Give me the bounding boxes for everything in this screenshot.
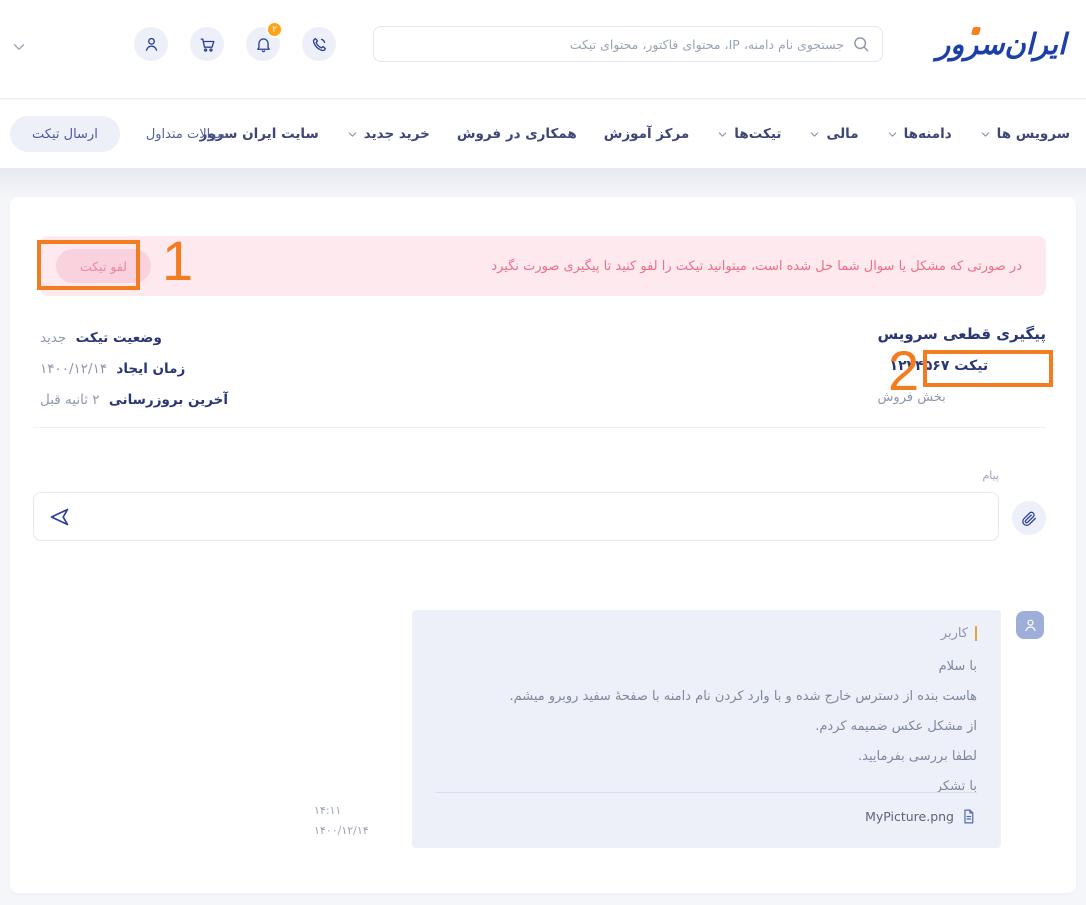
ticket-created-value: ۱۴۰۰/۱۲/۱۴ xyxy=(40,361,108,377)
bell-icon xyxy=(256,37,270,52)
message-time: ۱۴:۱۱ xyxy=(314,804,342,817)
ticket-updated-row: آخرین بروزرسانی ۲ ثانیه قبل xyxy=(40,390,228,410)
secondary-nav: ارسال تیکت سوالات متداول xyxy=(10,100,228,168)
nav-item-tickets[interactable]: تیکت‌ها xyxy=(716,126,781,142)
message-line: لطفا بررسی بفرمایید. xyxy=(857,749,977,764)
nav-label: مرکز آموزش xyxy=(603,126,690,142)
message-line: با سلام xyxy=(938,659,977,674)
chevron-down-icon xyxy=(811,131,819,137)
message-line: از مشکل عکس ضمیمه کردم. xyxy=(815,719,977,734)
message-author-row: کاربر xyxy=(941,626,977,641)
chevron-down-icon xyxy=(888,131,896,137)
main-nav: سرویس ها دامنه‌ها مالی تیکت‌ها مرکز آموز… xyxy=(200,100,1070,168)
message-author: کاربر xyxy=(940,626,968,641)
attachment-filename: MyPicture.png xyxy=(865,809,954,824)
attachment-divider xyxy=(436,792,977,793)
search-icon xyxy=(854,37,869,52)
nav-label: خرید جدید xyxy=(363,126,430,142)
ticket-department: بخش فروش xyxy=(877,390,946,405)
message-compose-box xyxy=(33,492,999,541)
brand-logo[interactable]: ایران‌سرور xyxy=(936,24,1067,64)
chevron-down-icon xyxy=(719,131,727,137)
nav-label: تیکت‌ها xyxy=(734,126,782,142)
top-header: ایران‌سرور ۲ xyxy=(0,0,1086,99)
nav-label: سرویس ها xyxy=(996,126,1070,142)
nav-item-affiliate[interactable]: همکاری در فروش xyxy=(457,126,577,142)
nav-label: دامنه‌ها xyxy=(903,126,952,142)
nav-label: سایت ایران سرور xyxy=(199,126,319,142)
header-icon-group: ۲ xyxy=(134,21,336,61)
author-accent-bar xyxy=(975,626,977,641)
user-icon xyxy=(1024,619,1036,631)
global-search xyxy=(373,26,883,62)
corner-dropdown-chevron-icon[interactable] xyxy=(10,38,28,56)
message-date: ۱۴۰۰/۱۲/۱۴ xyxy=(314,824,369,837)
nav-item-new-purchase[interactable]: خرید جدید xyxy=(346,126,430,142)
nav-item-billing[interactable]: مالی xyxy=(808,126,859,142)
ticket-title: پیگیری قطعی سرویس xyxy=(877,325,1046,343)
faq-link[interactable]: سوالات متداول xyxy=(145,126,228,142)
attach-file-button[interactable] xyxy=(1012,501,1046,535)
chevron-down-icon xyxy=(981,131,989,137)
cart-icon xyxy=(199,37,215,52)
ticket-status-label: وضعیت تیکت xyxy=(75,330,162,346)
ticket-status-value: جدید xyxy=(40,330,67,346)
ticket-number: تیکت ۱۲۳۴۵۶۷ xyxy=(889,358,989,374)
annotation-2-number: 2 xyxy=(888,339,920,402)
ticket-meta: وضعیت تیکت جدید زمان ایجاد ۱۴۰۰/۱۲/۱۴ آخ… xyxy=(40,328,228,421)
ticket-created-label: زمان ایجاد xyxy=(116,361,186,377)
phone-icon xyxy=(312,37,326,51)
ticket-card: در صورتی که مشکل یا سوال شما حل شده است،… xyxy=(10,197,1076,893)
send-message-icon[interactable] xyxy=(47,505,71,529)
notification-badge: ۲ xyxy=(266,21,283,38)
nav-label: مالی xyxy=(826,126,859,142)
nav-item-iranserver-site[interactable]: سایت ایران سرور xyxy=(200,126,319,142)
search-input[interactable] xyxy=(373,26,883,62)
navigation-bar: سرویس ها دامنه‌ها مالی تیکت‌ها مرکز آموز… xyxy=(0,100,1086,168)
attachment-link[interactable]: MyPicture.png xyxy=(865,808,977,825)
message-input[interactable] xyxy=(78,493,988,540)
paperclip-icon xyxy=(1022,511,1037,526)
message-bubble: کاربر با سلام هاست بنده از دسترس خارج شد… xyxy=(412,610,1001,848)
chevron-down-icon xyxy=(348,131,356,137)
annotation-1-number: 1 xyxy=(162,229,194,292)
cancel-ticket-alert: در صورتی که مشکل یا سوال شما حل شده است،… xyxy=(40,236,1046,296)
cancel-ticket-button[interactable]: لفو تیکت xyxy=(56,249,151,283)
account-button[interactable] xyxy=(134,27,168,61)
user-icon xyxy=(145,37,157,51)
ticket-status-row: وضعیت تیکت جدید xyxy=(40,328,228,348)
notifications-button[interactable]: ۲ xyxy=(246,21,283,61)
section-divider xyxy=(33,427,1046,428)
nav-item-training-center[interactable]: مرکز آموزش xyxy=(604,126,690,142)
user-avatar xyxy=(1016,611,1044,639)
cart-button[interactable] xyxy=(190,27,224,61)
nav-item-services[interactable]: سرویس ها xyxy=(979,126,1070,142)
ticket-updated-value: ۲ ثانیه قبل xyxy=(40,392,100,408)
ticket-created-row: زمان ایجاد ۱۴۰۰/۱۲/۱۴ xyxy=(40,359,228,379)
message-timestamps: ۱۴:۱۱ ۱۴۰۰/۱۲/۱۴ xyxy=(314,801,404,841)
content-top-gradient xyxy=(0,168,1086,198)
message-body: با سلام هاست بنده از دسترس خارج شده و با… xyxy=(436,652,977,802)
nav-item-domains[interactable]: دامنه‌ها xyxy=(886,126,952,142)
send-ticket-button[interactable]: ارسال تیکت xyxy=(10,116,120,152)
annotation-2-box xyxy=(923,350,1053,387)
annotation-1-box xyxy=(37,240,140,290)
nav-label: همکاری در فروش xyxy=(456,126,577,142)
alert-message: در صورتی که مشکل یا سوال شما حل شده است،… xyxy=(491,258,1022,274)
file-icon xyxy=(964,809,974,824)
support-phone-button[interactable] xyxy=(302,27,336,61)
brand-logo-text: ایران‌سرور xyxy=(936,27,1067,61)
message-line: هاست بنده از دسترس خارج شده و با وارد کر… xyxy=(509,689,977,704)
message-line: با تشکر xyxy=(935,779,977,794)
ticket-header: پیگیری قطعی سرویس تیکت ۱۲۳۴۵۶۷ بخش فروش xyxy=(878,325,1046,405)
ticket-updated-label: آخرین بروزرسانی xyxy=(108,392,228,408)
message-field-label: پیام xyxy=(982,469,999,482)
